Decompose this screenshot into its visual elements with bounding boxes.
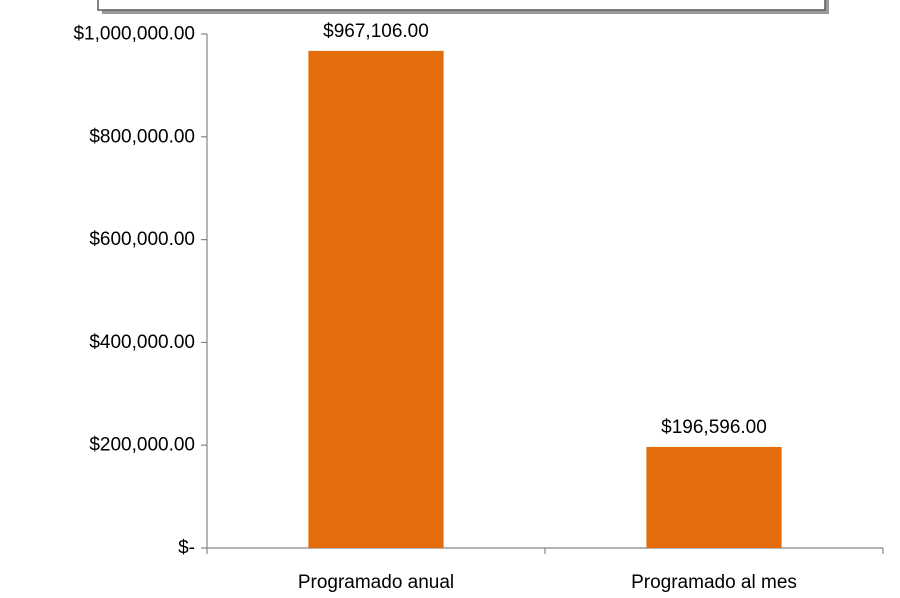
y-tick-label: $400,000.00 [89, 332, 195, 353]
y-tick-label: $600,000.00 [89, 229, 195, 250]
title-box [97, 0, 829, 14]
y-tick-label: $- [178, 538, 195, 559]
y-tick-label: $1,000,000.00 [73, 24, 195, 45]
y-tick-labels: $- $200,000.00 $400,000.00 $600,000.00 $800,… [73, 24, 195, 559]
title-box-frame [97, 0, 826, 11]
bar-value-label: $967,106.00 [323, 21, 429, 42]
x-axis [206, 547, 884, 554]
x-tick-labels: Programado anual Programado al mes [298, 572, 797, 593]
y-tick-label: $200,000.00 [89, 435, 195, 456]
x-tick-label: Programado anual [298, 572, 454, 593]
y-tick-label: $800,000.00 [89, 126, 195, 147]
data-labels: $967,106.00 $196,596.00 [323, 21, 767, 438]
x-tick-label: Programado al mes [631, 572, 797, 593]
bar [308, 50, 444, 548]
bars [308, 50, 782, 548]
bar [646, 446, 782, 548]
y-axis [201, 33, 208, 549]
bar-value-label: $196,596.00 [661, 417, 767, 438]
